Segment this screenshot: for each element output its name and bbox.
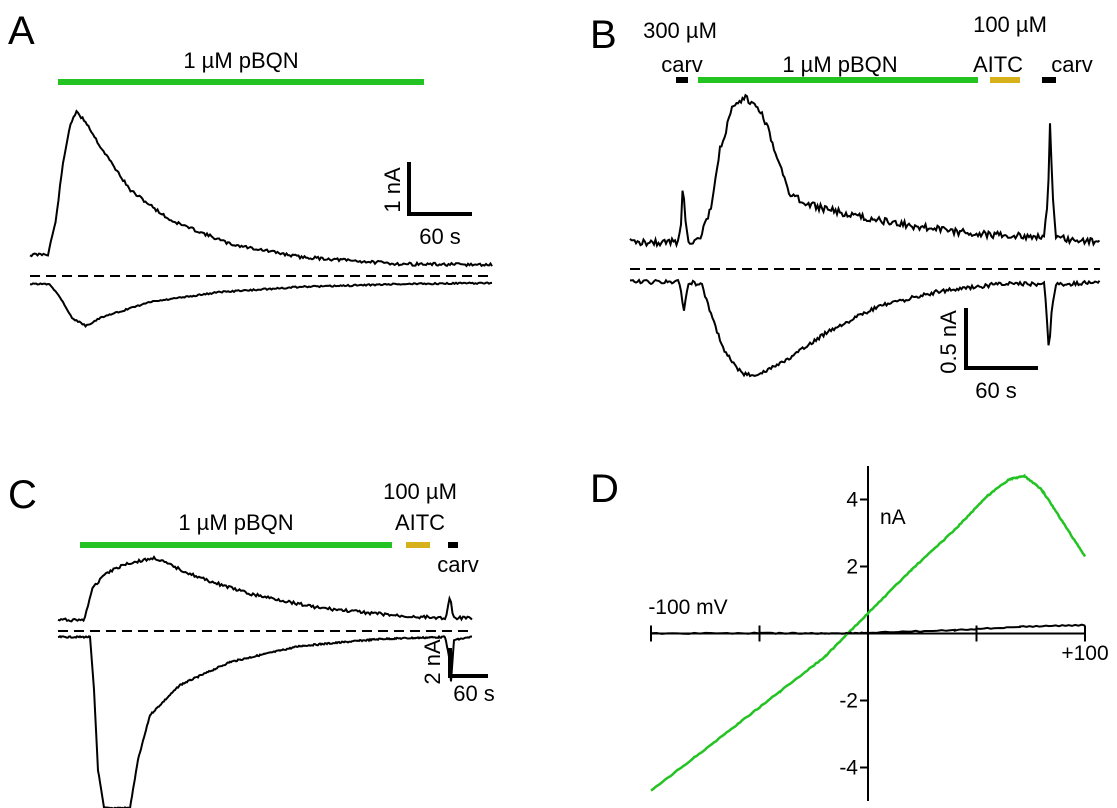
iv-series	[650, 473, 1087, 792]
outward-current-trace	[629, 93, 1101, 249]
y-tick-label: -4	[839, 757, 858, 780]
treatment-label-aitc: AITC	[395, 510, 445, 535]
y-tick-label: 4	[846, 489, 858, 512]
x-axis-label-right: +100	[1061, 642, 1108, 665]
outward-current-trace	[57, 555, 473, 623]
y-tick-label: 2	[846, 556, 858, 579]
scale-bar	[407, 162, 472, 216]
treatment-label-pbqn: 1 µM pBQN	[183, 48, 298, 73]
scale-label-time: 60 s	[975, 378, 1017, 403]
concentration-label-aitc: 100 µM	[383, 479, 457, 504]
concentration-label-carv: 300 µM	[643, 18, 717, 43]
panel-letter-d: D	[590, 467, 619, 511]
panel-letter-c: C	[8, 473, 37, 517]
treatment-label-carv: carv	[437, 552, 479, 577]
inward-current-trace	[630, 278, 1101, 378]
iv-series-line-2	[650, 623, 1086, 635]
y-tick-label: -2	[839, 690, 858, 713]
panel-d: D 4 2 -2 -4 -100 mV +100 nA	[590, 466, 1109, 801]
inward-current-trace	[29, 281, 493, 329]
scale-label-current: 0.5 nA	[936, 310, 961, 374]
panel-letter-a: A	[8, 9, 35, 53]
treatment-label-pbqn: 1 µM pBQN	[178, 510, 293, 535]
panel-a: A 1 µM pBQN 1 nA 60 s	[8, 9, 493, 329]
outward-current-trace	[29, 109, 493, 268]
scale-label-time: 60 s	[419, 224, 461, 249]
treatment-label-carv-2: carv	[1051, 52, 1093, 77]
scale-label-time: 60 s	[453, 681, 495, 706]
concentration-label-aitc: 100 µM	[973, 12, 1047, 37]
scale-label-current: 1 nA	[380, 167, 405, 213]
panel-c: C 1 µM pBQN 100 µM AITC carv 2 nA 60 s	[8, 473, 495, 808]
inward-current-trace	[57, 634, 473, 808]
treatment-label-pbqn: 1 µM pBQN	[782, 52, 897, 77]
panel-b: B 300 µM carv 1 µM pBQN 100 µM AITC carv…	[590, 12, 1101, 403]
scale-bar	[448, 648, 488, 678]
iv-series-line-1	[650, 473, 1087, 792]
treatment-label-aitc: AITC	[973, 52, 1023, 77]
scale-label-current: 2 nA	[420, 639, 445, 685]
scale-bar	[964, 308, 1038, 370]
treatment-label-carv-1: carv	[661, 52, 703, 77]
panel-letter-b: B	[590, 13, 617, 57]
y-axis-unit: nA	[880, 506, 906, 529]
x-axis-label-left: -100 mV	[648, 596, 727, 619]
